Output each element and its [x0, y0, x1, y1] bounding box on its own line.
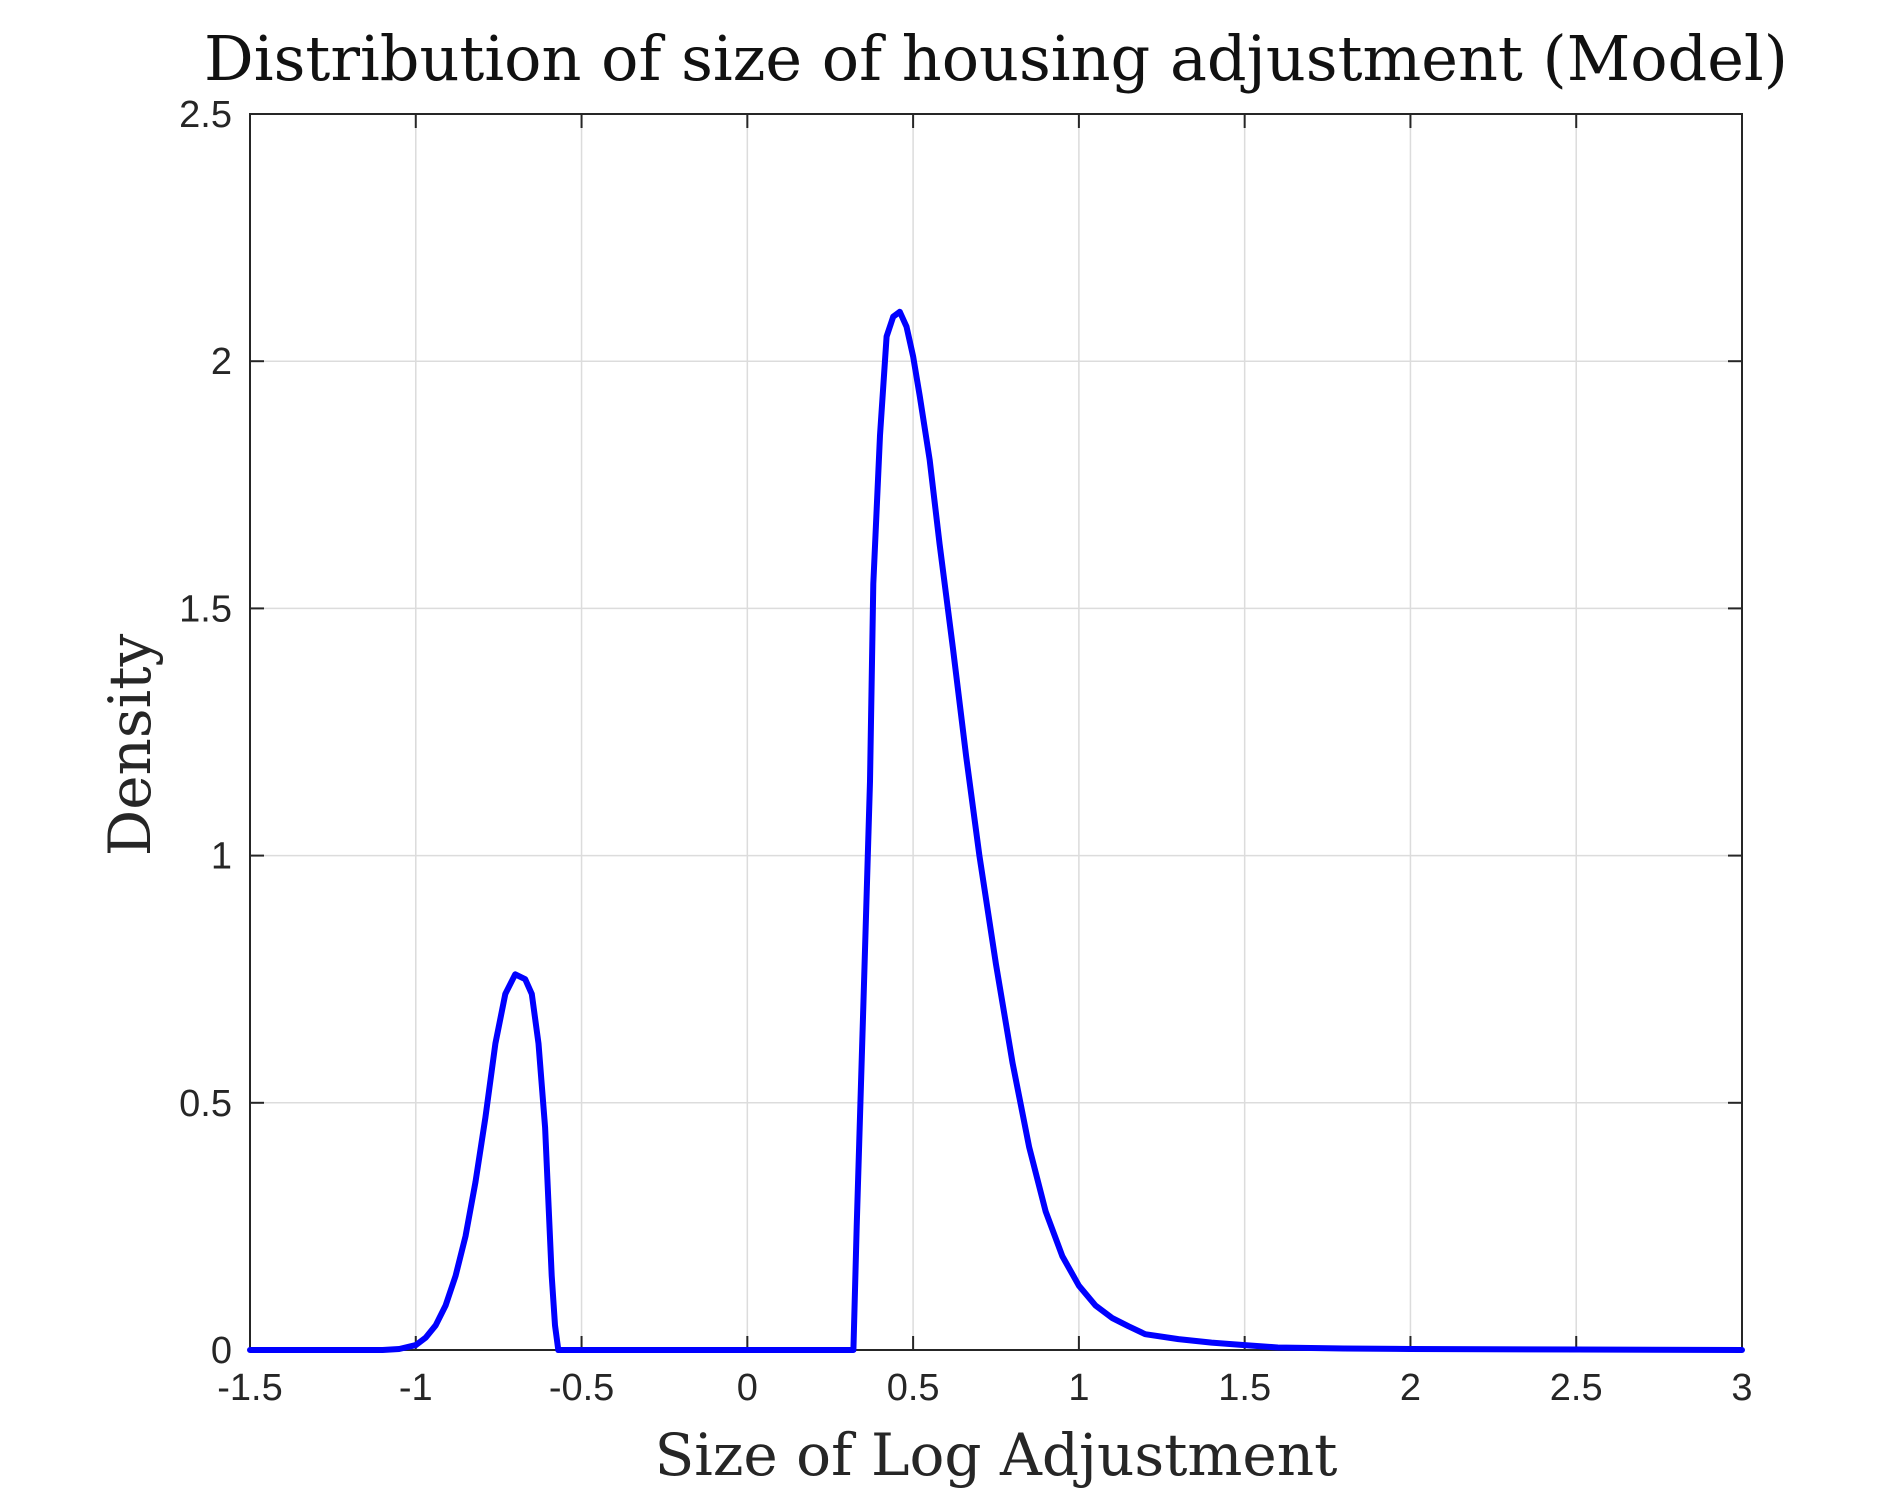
density-line	[247, 308, 1745, 1353]
x-tick-label: 2.5	[1550, 1367, 1603, 1409]
y-tick-label: 1.5	[179, 588, 232, 630]
x-tick-label: -1	[399, 1367, 433, 1409]
y-axis-label: Density	[96, 633, 164, 856]
x-tick-label: 3	[1731, 1367, 1752, 1409]
x-axis-label: Size of Log Adjustment	[655, 1421, 1338, 1489]
x-tick-label: -0.5	[549, 1367, 614, 1409]
plot-area-frame	[249, 113, 1743, 1351]
y-tick-label: 1	[211, 836, 232, 878]
x-tick-labels: -1.5 -1 -0.5 0 0.5 1 1.5 2 2.5 3	[217, 1367, 1752, 1409]
y-tick-label: 0	[211, 1330, 232, 1372]
tick-marks	[249, 113, 1743, 1351]
y-tick-label: 2	[211, 341, 232, 383]
series-layer	[247, 308, 1745, 1353]
chart-title: Distribution of size of housing adjustme…	[204, 22, 1788, 95]
x-tick-label: 2	[1400, 1367, 1421, 1409]
x-tick-label: -1.5	[217, 1367, 282, 1409]
y-tick-labels: 0 0.5 1 1.5 2 2.5	[179, 94, 232, 1372]
x-tick-label: 1	[1068, 1367, 1089, 1409]
y-tick-label: 2.5	[179, 94, 232, 136]
grid-lines	[249, 113, 1743, 1351]
x-tick-label: 0.5	[887, 1367, 940, 1409]
x-tick-label: 1.5	[1218, 1367, 1271, 1409]
x-tick-label: 0	[737, 1367, 758, 1409]
y-tick-label: 0.5	[179, 1083, 232, 1125]
